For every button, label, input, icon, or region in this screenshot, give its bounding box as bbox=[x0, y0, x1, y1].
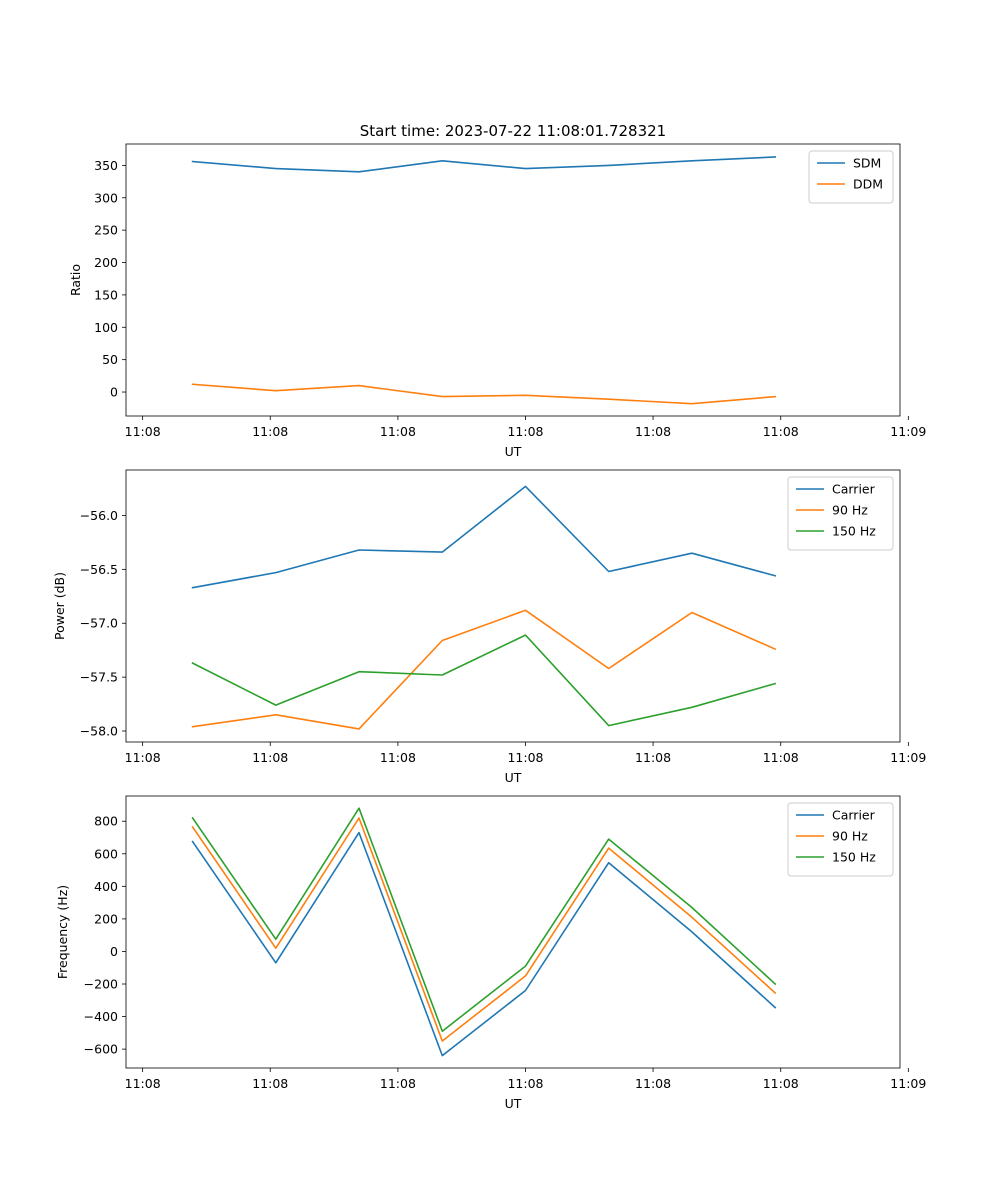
frequency-y-tick-label: −400 bbox=[84, 1009, 118, 1024]
frequency-y-tick-label: 800 bbox=[94, 814, 118, 829]
power-subplot: UT Power (dB) 11:08 11:08 11:08 11:08 11:08 1… bbox=[52, 469, 926, 785]
frequency-legend: Carrier 90 Hz 150 Hz bbox=[787, 802, 894, 877]
frequency-y-tick-label: 600 bbox=[94, 846, 118, 861]
ratio-series-line-ddm bbox=[191, 383, 777, 405]
frequency-legend-label: 90 Hz bbox=[832, 829, 868, 844]
power-x-tick-label: 11:09 bbox=[890, 750, 926, 765]
power-legend: Carrier 90 Hz 150 Hz bbox=[787, 476, 894, 551]
power-x-tick-label: 11:08 bbox=[125, 750, 161, 765]
frequency-legend-label: 150 Hz bbox=[832, 850, 876, 865]
ratio-legend-label: DDM bbox=[853, 177, 883, 192]
power-x-tick-label: 11:08 bbox=[507, 750, 543, 765]
frequency-legend-label: Carrier bbox=[832, 808, 876, 823]
frequency-y-tick-label: −200 bbox=[84, 977, 118, 992]
ratio-legend: SDM DDM bbox=[808, 150, 894, 204]
frequency-x-tick-label: 11:08 bbox=[380, 1076, 416, 1091]
ratio-x-tick-label: 11:08 bbox=[252, 424, 288, 439]
power-series-line-carrier bbox=[191, 485, 777, 589]
frequency-y-tick-label: 0 bbox=[110, 944, 118, 959]
frequency-x-tick-label: 11:08 bbox=[763, 1076, 799, 1091]
ratio-y-tick-label: 350 bbox=[94, 158, 118, 173]
ratio-subplot: UT Ratio 11:08 11:08 11:08 11:08 11:08 11:08 1… bbox=[68, 143, 926, 459]
ratio-y-tick-label: 0 bbox=[110, 385, 118, 400]
ratio-legend-label: SDM bbox=[853, 156, 881, 171]
frequency-x-tick-label: 11:08 bbox=[635, 1076, 671, 1091]
ratio-y-tick-label: 300 bbox=[94, 190, 118, 205]
ratio-y-tick-label: 250 bbox=[94, 223, 118, 238]
ratio-y-tick-label: 50 bbox=[102, 352, 118, 367]
ratio-legend-box bbox=[808, 150, 894, 204]
power-x-axis-label: UT bbox=[505, 770, 522, 785]
power-x-tick-label: 11:08 bbox=[380, 750, 416, 765]
frequency-x-tick-label: 11:08 bbox=[252, 1076, 288, 1091]
ratio-y-tick-label: 200 bbox=[94, 255, 118, 270]
power-series-line-150-hz bbox=[191, 634, 777, 727]
power-y-tick-label: −57.5 bbox=[80, 670, 118, 685]
frequency-x-axis-label: UT bbox=[505, 1096, 522, 1111]
ratio-x-tick-label: 11:08 bbox=[507, 424, 543, 439]
frequency-y-tick-label: 400 bbox=[94, 879, 118, 894]
frequency-series-line-150-hz bbox=[191, 807, 777, 1032]
ratio-x-tick-label: 11:08 bbox=[763, 424, 799, 439]
frequency-y-tick-label: 200 bbox=[94, 911, 118, 926]
ratio-x-tick-label: 11:09 bbox=[890, 424, 926, 439]
power-y-tick-label: −57.0 bbox=[80, 616, 118, 631]
power-y-tick-label: −56.5 bbox=[80, 562, 118, 577]
ratio-axes-frame bbox=[125, 143, 901, 417]
frequency-x-tick-label: 11:08 bbox=[507, 1076, 543, 1091]
frequency-y-tick-label: −600 bbox=[84, 1042, 118, 1057]
ratio-x-tick-label: 11:08 bbox=[380, 424, 416, 439]
ratio-y-tick-label: 100 bbox=[94, 320, 118, 335]
chart-title: Start time: 2023-07-22 11:08:01.728321 bbox=[360, 122, 666, 140]
frequency-x-tick-label: 11:09 bbox=[890, 1076, 926, 1091]
power-legend-label: 90 Hz bbox=[832, 503, 868, 518]
power-axes-frame bbox=[125, 469, 901, 743]
ratio-y-axis-label: Ratio bbox=[68, 264, 83, 296]
ratio-series-line-sdm bbox=[191, 156, 777, 173]
power-legend-label: 150 Hz bbox=[832, 524, 876, 539]
frequency-subplot: UT Frequency (Hz) 11:08 11:08 11:08 11:08 11… bbox=[55, 795, 926, 1111]
power-series-line-90-hz bbox=[191, 609, 777, 730]
ratio-x-tick-label: 11:08 bbox=[635, 424, 671, 439]
frequency-series-line-carrier bbox=[191, 831, 777, 1057]
frequency-y-axis-label: Frequency (Hz) bbox=[55, 885, 70, 979]
power-y-tick-label: −56.0 bbox=[80, 508, 118, 523]
power-y-axis-label: Power (dB) bbox=[52, 572, 67, 640]
frequency-axes-frame bbox=[125, 795, 901, 1069]
power-x-tick-label: 11:08 bbox=[252, 750, 288, 765]
power-y-tick-label: −58.0 bbox=[80, 724, 118, 739]
ratio-y-tick-label: 150 bbox=[94, 287, 118, 302]
frequency-series-line-90-hz bbox=[191, 817, 777, 1042]
power-x-tick-label: 11:08 bbox=[635, 750, 671, 765]
frequency-x-tick-label: 11:08 bbox=[125, 1076, 161, 1091]
power-x-tick-label: 11:08 bbox=[763, 750, 799, 765]
ratio-x-axis-label: UT bbox=[505, 444, 522, 459]
power-legend-label: Carrier bbox=[832, 482, 876, 497]
ratio-x-tick-label: 11:08 bbox=[125, 424, 161, 439]
